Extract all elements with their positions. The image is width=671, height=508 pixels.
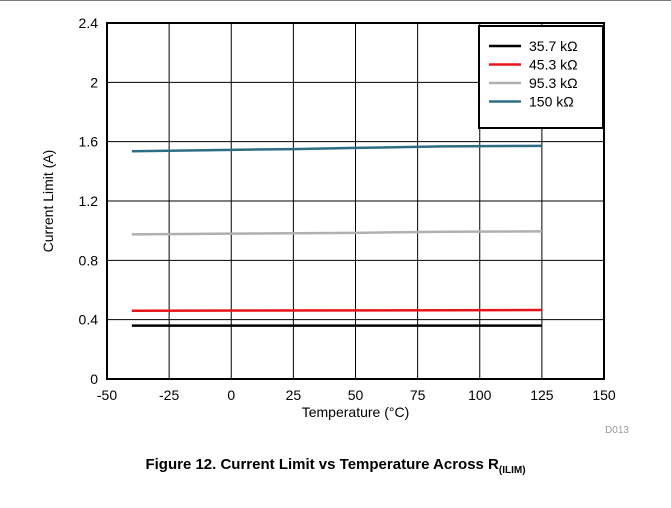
y-tick-label: 0 [90, 371, 98, 387]
legend-label: 35.7 kΩ [529, 38, 578, 54]
x-tick-label: 75 [410, 387, 426, 403]
series-line-3 [131, 230, 542, 236]
x-tick-label: 150 [592, 387, 616, 403]
x-tick-label: 100 [468, 387, 492, 403]
current-limit-chart: -50 -25 0 25 50 75 100 125 150 0 0.4 0.8 1.2 1.6 2 2.4 T… [40, 15, 629, 436]
y-tick-label: 0.8 [79, 252, 99, 268]
chart-id-annotation: D013 [605, 425, 629, 436]
y-tick-label: 0.4 [79, 312, 99, 328]
caption-main: Figure 12. Current Limit vs Temperature … [145, 456, 499, 473]
x-tick-label: 0 [227, 387, 235, 403]
plot-area-frame [106, 22, 605, 380]
y-tick-label: 1.6 [79, 134, 99, 150]
legend-label: 45.3 kΩ [529, 57, 578, 73]
y-tick-label: 2.4 [79, 15, 99, 31]
x-tick-label: 125 [530, 387, 554, 403]
figure-caption: Figure 12. Current Limit vs Temperature … [0, 456, 671, 476]
caption-subscript: (ILIM) [498, 465, 526, 476]
legend-label: 150 kΩ [529, 94, 574, 110]
series-line-4 [131, 144, 542, 153]
x-axis-label: Temperature (°C) [302, 404, 410, 420]
series-line-2 [131, 308, 542, 313]
x-tick-label: -50 [97, 387, 117, 403]
x-tick-label: 50 [348, 387, 364, 403]
y-tick-label: 1.2 [79, 193, 99, 209]
x-tick-label: 25 [286, 387, 302, 403]
legend-label: 95.3 kΩ [529, 75, 578, 91]
top-rule [0, 0, 671, 1]
y-axis-label: Current Limit (A) [40, 150, 56, 253]
y-tick-label: 2 [90, 74, 98, 90]
legend-box [478, 25, 604, 129]
x-tick-label: -25 [159, 387, 179, 403]
